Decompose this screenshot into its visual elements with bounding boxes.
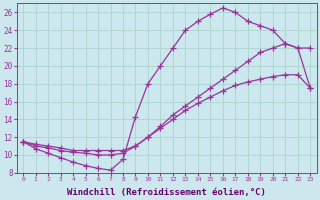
X-axis label: Windchill (Refroidissement éolien,°C): Windchill (Refroidissement éolien,°C) — [67, 188, 266, 197]
